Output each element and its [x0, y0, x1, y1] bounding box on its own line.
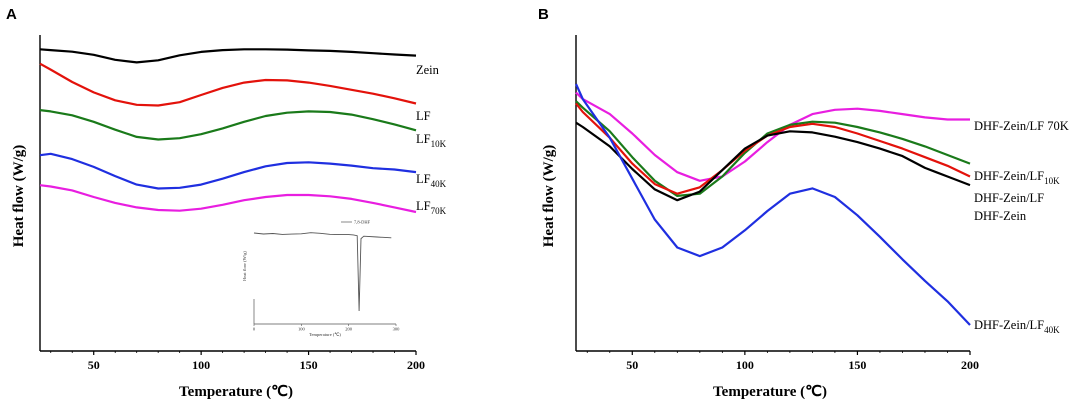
panel-b-label-dhf-zein: DHF-Zein [974, 209, 1027, 223]
panel-b-series-dhf-zein-lf10k [575, 100, 971, 197]
panel-a: A Heat flow (W/g) Temperature (℃) 50 100 1… [6, 6, 447, 400]
panel-a-series-lf40k [39, 152, 417, 190]
panel-b-letter: B [538, 6, 549, 23]
inset-xtick-label-300: 300 [393, 327, 401, 332]
panel-a-xtick-label-100: 100 [192, 358, 210, 372]
panel-a-label-lf70k: LF70K [416, 199, 447, 216]
panel-b-xtick-label-50: 50 [626, 358, 638, 372]
panel-a-label-lf: LF [416, 109, 431, 123]
panel-a-xtick-label-200: 200 [407, 358, 425, 372]
panel-a-xtick-label-150: 150 [300, 358, 318, 372]
panel-a-label-lf40k: LF40K [416, 172, 447, 189]
panel-b-xlabel: Temperature (℃) [713, 384, 827, 400]
inset-legend: 7,8-DHF [354, 220, 371, 226]
panel-b-xtick-label-150: 150 [848, 358, 866, 372]
panel-b: B Heat flow (W/g) Temperature (℃) 50 100 1… [538, 6, 1069, 400]
panel-a-series-lf10k [39, 109, 417, 141]
inset-xtick-label-200: 200 [345, 327, 353, 332]
panel-a-xlabel: Temperature (℃) [179, 384, 293, 400]
panel-b-label-dhf-zein-lf10k: DHF-Zein/LF10K [974, 169, 1060, 186]
panel-a-label-lf10k: LF10K [416, 132, 447, 149]
panel-b-series-dhf-zein-lf40k [574, 83, 971, 326]
panel-b-ylabel: Heat flow (W/g) [541, 145, 557, 247]
panel-a-label-zein: Zein [416, 63, 440, 77]
panel-b-series-dhf-zein-lf [575, 102, 971, 195]
panel-a-xtick-label-50: 50 [88, 358, 100, 372]
panel-b-series-dhf-zein-lf-70k [575, 91, 970, 182]
panel-b-label-dhf-zein-lf: DHF-Zein/LF [974, 191, 1044, 205]
panel-b-xtick-label-200: 200 [961, 358, 979, 372]
inset-chart: 7,8-DHF Temperature (℃) Heat flow (W/g) … [242, 220, 400, 338]
panel-a-ylabel: Heat flow (W/g) [11, 145, 27, 247]
inset-ylabel: Heat flow (W/g) [242, 251, 247, 281]
panel-a-series-lf70k [39, 184, 417, 214]
inset-xlabel: Temperature (℃) [309, 332, 341, 337]
panel-b-series-dhf-zein [575, 121, 971, 202]
panel-b-xtick-label-100: 100 [736, 358, 754, 372]
panel-b-label-dhf-zein-lf40k: DHF-Zein/LF40K [974, 318, 1060, 335]
panel-a-series-zein [39, 48, 417, 64]
panel-a-series-lf [39, 62, 417, 107]
inset-xtick-label-0: 0 [253, 327, 256, 332]
panel-b-label-dhf-zein-lf-70k: DHF-Zein/LF 70K [974, 119, 1069, 133]
inset-series-7-8-dhf [253, 232, 392, 312]
inset-xtick-label-100: 100 [298, 327, 306, 332]
panel-a-letter: A [6, 6, 17, 23]
